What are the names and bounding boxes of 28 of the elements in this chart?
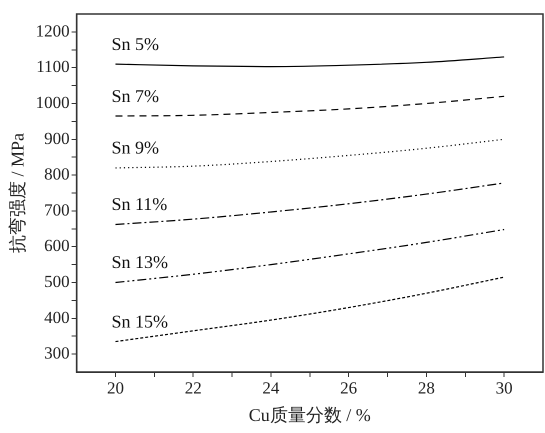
x-tick-label: 28 <box>418 378 435 398</box>
x-tick-label: 30 <box>496 378 513 398</box>
x-axis-title: Cu质量分数 / % <box>248 404 371 425</box>
line-series <box>114 276 505 342</box>
series-label: Sn 7% <box>111 86 159 106</box>
x-tick-label: 22 <box>184 378 202 398</box>
x-tick-label: 24 <box>262 378 280 398</box>
series-label: Sn 11% <box>111 194 168 214</box>
line-series <box>114 138 505 169</box>
series-label: Sn 9% <box>111 138 159 158</box>
series-label: Sn 5% <box>111 34 159 54</box>
line-series <box>114 56 505 68</box>
x-tick-label: 26 <box>340 378 358 398</box>
line-series <box>114 228 505 284</box>
y-tick-label: 800 <box>44 164 70 184</box>
series-label: Sn 15% <box>111 311 168 332</box>
y-tick-label: 400 <box>44 308 70 327</box>
y-tick-label: 900 <box>44 128 70 148</box>
x-tick-label: 20 <box>106 378 124 398</box>
y-tick-label: 300 <box>44 344 70 363</box>
y-tick-label: 500 <box>44 272 70 291</box>
series-label: Sn 13% <box>111 252 168 272</box>
y-tick-label: 700 <box>44 200 70 220</box>
y-tick-label: 1200 <box>36 21 70 40</box>
y-tick-label: 1000 <box>36 92 70 112</box>
y-tick-label: 600 <box>44 236 70 256</box>
y-tick-label: 1100 <box>36 57 70 76</box>
y-axis-title: 抗弯强度 / MPa <box>8 132 28 254</box>
